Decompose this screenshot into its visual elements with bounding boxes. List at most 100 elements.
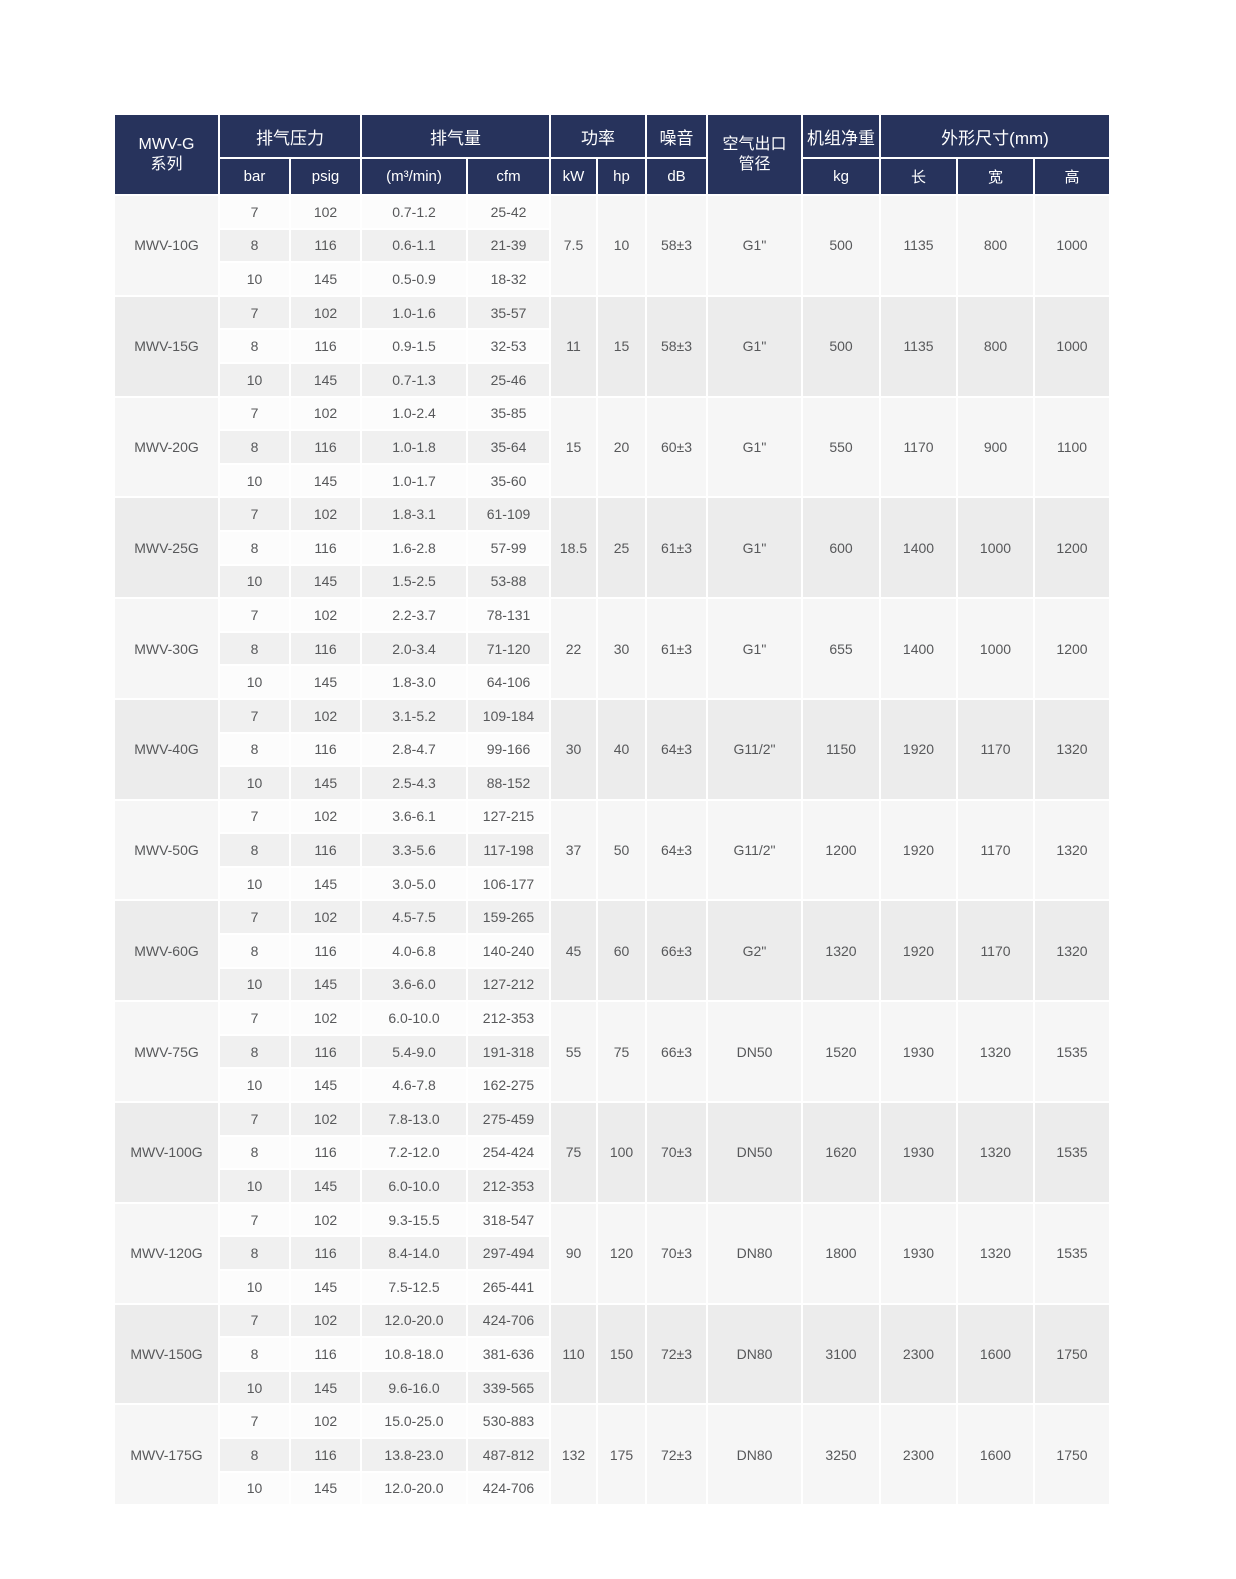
flow-cell: 5.4-9.0 — [362, 1035, 466, 1068]
psig-cell: 116 — [291, 330, 360, 362]
header-row-units: bar psig (m³/min) cfm kW hp dB kg 长 宽 高 — [115, 159, 1110, 194]
cfm-unit-header: cfm — [468, 159, 549, 194]
cfm-cell: 318-547 — [468, 1203, 549, 1236]
power-group-header: 功率 — [551, 115, 645, 157]
hp-cell: 30 — [598, 599, 645, 698]
psig-cell: 145 — [291, 767, 360, 799]
bar-cell: 8 — [220, 834, 289, 866]
psig-cell: 116 — [291, 229, 360, 262]
length-cell: 1135 — [881, 296, 956, 396]
cfm-cell: 162-275 — [468, 1069, 549, 1102]
outlet-cell: G1" — [708, 296, 801, 396]
height-cell: 1320 — [1035, 800, 1110, 900]
height-cell: 1000 — [1035, 296, 1110, 396]
bar-cell: 7 — [220, 1103, 289, 1135]
noise-cell: 61±3 — [647, 599, 706, 698]
cfm-cell: 424-706 — [468, 1472, 549, 1505]
bar-unit-header: bar — [220, 159, 289, 194]
kw-cell: 30 — [551, 699, 596, 799]
kw-cell: 15 — [551, 397, 596, 497]
psig-cell: 145 — [291, 565, 360, 598]
cfm-cell: 381-636 — [468, 1338, 549, 1370]
psig-cell: 116 — [291, 1237, 360, 1269]
hp-cell: 150 — [598, 1304, 645, 1404]
flow-cell: 1.0-2.4 — [362, 397, 466, 430]
pressure-group-header: 排气压力 — [220, 115, 360, 157]
bar-cell: 8 — [220, 1237, 289, 1269]
psig-cell: 102 — [291, 1002, 360, 1034]
series-title-line1: MWV-G — [138, 135, 195, 153]
model-cell: MWV-15G — [115, 296, 218, 396]
flow-cell: 7.8-13.0 — [362, 1103, 466, 1135]
cfm-cell: 57-99 — [468, 531, 549, 564]
spec-table-container: MWV-G 系列 排气压力 排气量 功率 噪音 空气出口 管径 机组净重 外形尺… — [113, 113, 1111, 1506]
weight-cell: 1800 — [803, 1203, 879, 1303]
kw-unit-header: kW — [551, 159, 596, 194]
hp-cell: 60 — [598, 901, 645, 1001]
flow-cell: 10.8-18.0 — [362, 1338, 466, 1370]
spec-row: MWV-120G 7 102 9.3-15.5 318-547 90 120 70±3 DN80… — [115, 1203, 1110, 1303]
kw-cell: 22 — [551, 599, 596, 698]
psig-cell: 116 — [291, 834, 360, 866]
spec-row: MWV-15G 7 102 1.0-1.6 35-57 11 15 58±3 G1" 500 113… — [115, 296, 1110, 396]
width-cell: 1170 — [958, 699, 1033, 799]
spec-row: MWV-10G 7 102 0.7-1.2 25-42 7.5 10 58±3 G1" 500 11… — [115, 196, 1110, 295]
bar-cell: 10 — [220, 565, 289, 598]
noise-cell: 64±3 — [647, 699, 706, 799]
model-cell: MWV-175G — [115, 1405, 218, 1505]
model-cell: MWV-150G — [115, 1304, 218, 1404]
height-cell: 1320 — [1035, 699, 1110, 799]
spec-row: 10 145 6.0-10.0 212-353 — [115, 1170, 1109, 1202]
bar-cell: 8 — [220, 330, 289, 362]
model-cell: MWV-100G — [115, 1103, 218, 1202]
outlet-cell: G11/2" — [708, 699, 801, 799]
width-cell: 1320 — [958, 1103, 1033, 1202]
psig-cell: 102 — [291, 498, 360, 530]
hp-cell: 10 — [598, 196, 645, 295]
flow-cell: 1.8-3.1 — [362, 498, 466, 530]
weight-cell: 1150 — [803, 699, 879, 799]
flow-cell: 2.0-3.4 — [362, 632, 466, 665]
cfm-cell: 487-812 — [468, 1438, 549, 1471]
flow-cell: 0.5-0.9 — [362, 263, 466, 295]
cfm-cell: 265-441 — [468, 1271, 549, 1303]
psig-cell: 102 — [291, 901, 360, 934]
model-cell: MWV-25G — [115, 498, 218, 598]
kw-cell: 37 — [551, 800, 596, 900]
bar-cell: 8 — [220, 733, 289, 766]
cfm-cell: 191-318 — [468, 1035, 549, 1068]
kw-cell: 55 — [551, 1002, 596, 1102]
weight-cell: 600 — [803, 498, 879, 598]
psig-cell: 145 — [291, 968, 360, 1001]
kw-cell: 75 — [551, 1103, 596, 1202]
kw-cell: 45 — [551, 901, 596, 1001]
cfm-cell: 99-166 — [468, 733, 549, 766]
cfm-cell: 32-53 — [468, 330, 549, 362]
kw-cell: 90 — [551, 1203, 596, 1303]
bar-cell: 10 — [220, 1271, 289, 1303]
length-cell: 1135 — [881, 196, 956, 295]
outlet-cell: DN80 — [708, 1405, 801, 1505]
series-header: MWV-G 系列 — [115, 115, 218, 194]
length-cell: 1930 — [881, 1103, 956, 1202]
cfm-cell: 21-39 — [468, 229, 549, 262]
model-cell: MWV-60G — [115, 901, 218, 1001]
outlet-cell: G11/2" — [708, 800, 801, 900]
height-cell: 1100 — [1035, 397, 1110, 497]
kw-cell: 132 — [551, 1405, 596, 1505]
flow-cell: 6.0-10.0 — [362, 1170, 466, 1202]
psig-cell: 145 — [291, 1271, 360, 1303]
bar-cell: 7 — [220, 296, 289, 329]
spec-row: 10 145 1.5-2.5 53-88 — [115, 565, 1109, 598]
bar-cell: 10 — [220, 464, 289, 497]
cfm-cell: 159-265 — [468, 901, 549, 934]
cfm-cell: 71-120 — [468, 632, 549, 665]
bar-cell: 7 — [220, 196, 289, 228]
kw-cell: 110 — [551, 1304, 596, 1404]
flow-cell: 1.0-1.8 — [362, 431, 466, 463]
header-row-groups: MWV-G 系列 排气压力 排气量 功率 噪音 空气出口 管径 机组净重 外形尺… — [115, 115, 1110, 194]
bar-cell: 10 — [220, 363, 289, 396]
hp-cell: 15 — [598, 296, 645, 396]
spec-row: 10 145 1.8-3.0 64-106 — [115, 666, 1109, 698]
bar-cell: 7 — [220, 498, 289, 530]
